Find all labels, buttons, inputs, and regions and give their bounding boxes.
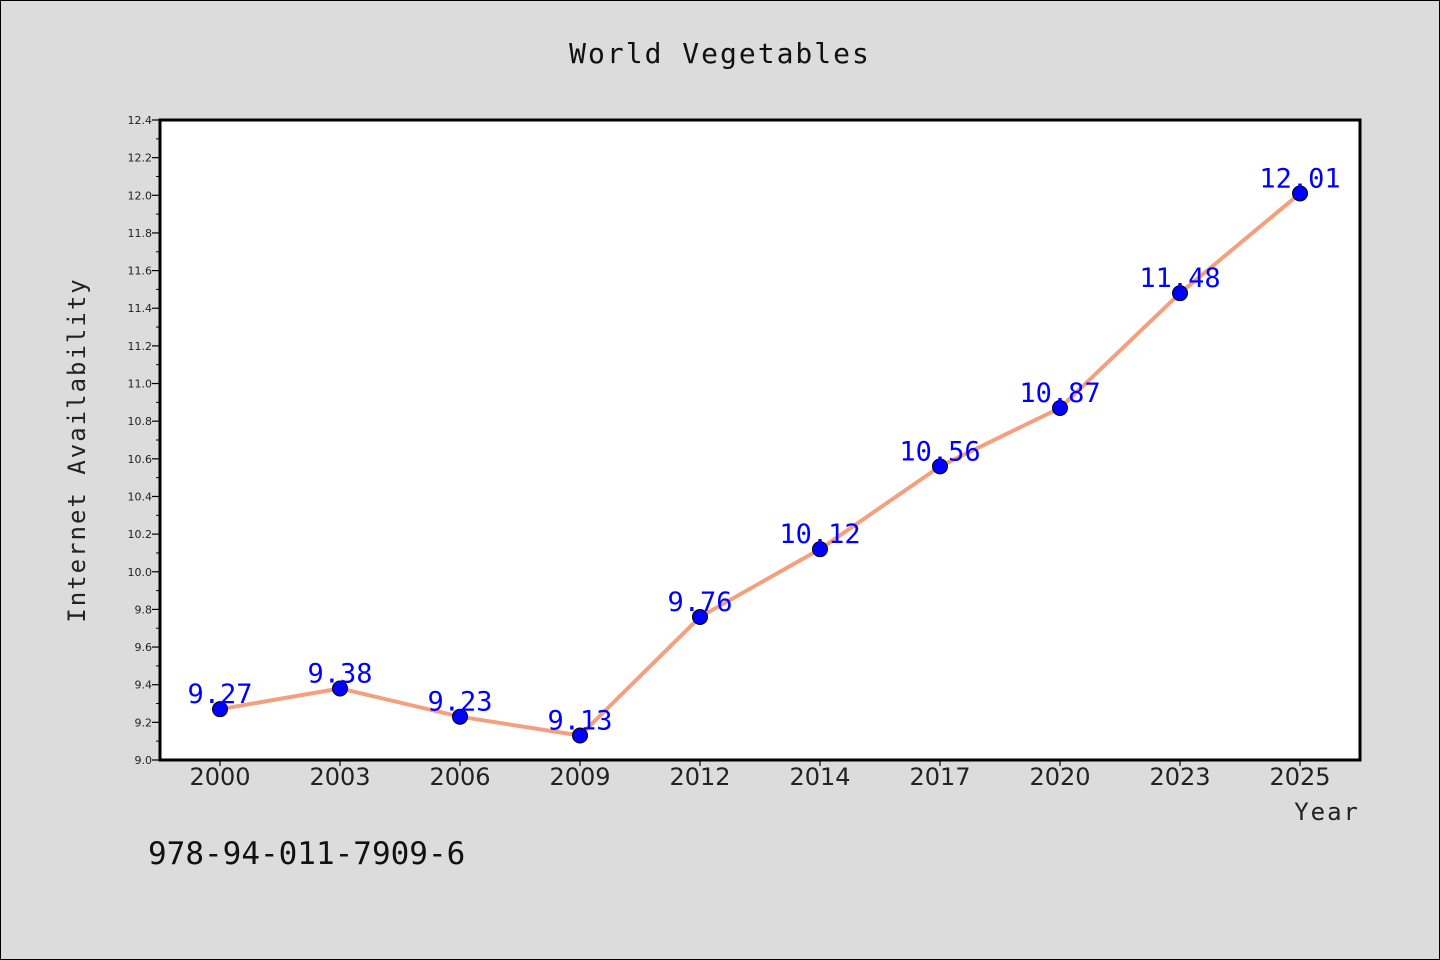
data-point xyxy=(572,727,588,744)
data-label: 9.23 xyxy=(427,687,492,718)
data-label: 9.38 xyxy=(307,658,372,689)
data-label: 10.12 xyxy=(779,519,860,550)
data-point xyxy=(1052,400,1068,416)
x-axis: 2000 2003 2006 2009 2012 2014 2017 2020 2023 2025 xyxy=(189,760,1331,791)
data-point xyxy=(452,708,468,725)
data-label: 12.01 xyxy=(1259,163,1340,194)
chart-title: World Vegetables xyxy=(569,37,871,70)
x-tick-label: 2017 xyxy=(909,763,970,791)
y-axis-title: Internet Availability xyxy=(63,277,91,622)
y-tick-label: 10.6 xyxy=(128,453,153,466)
x-axis-title: Year xyxy=(1294,798,1360,826)
x-tick-label: 2012 xyxy=(669,763,730,791)
data-point xyxy=(932,458,948,475)
y-tick-label: 9.4 xyxy=(135,679,153,692)
x-tick-label: 2009 xyxy=(549,763,610,791)
y-tick-label: 9.2 xyxy=(135,716,153,729)
y-tick-label: 11.2 xyxy=(128,340,153,353)
data-label: 10.56 xyxy=(899,436,980,467)
data-point xyxy=(1172,285,1188,302)
series-line xyxy=(219,191,1302,738)
x-tick-label: 2000 xyxy=(189,763,250,791)
y-tick-label: 9.6 xyxy=(135,641,153,654)
y-tick-label: 11.8 xyxy=(128,227,153,240)
y-tick-label: 12.2 xyxy=(128,152,153,165)
y-tick-label: 10.2 xyxy=(128,528,153,541)
y-tick-label: 10.0 xyxy=(128,566,153,579)
x-tick-label: 2003 xyxy=(309,763,370,791)
data-label: 9.27 xyxy=(187,679,252,710)
y-tick-label: 11.6 xyxy=(128,265,153,278)
data-label: 9.13 xyxy=(547,706,612,737)
x-tick-label: 2006 xyxy=(429,763,490,791)
y-axis: 9.0 9.2 9.4 9.6 9.8 10.0 10.2 10.4 10.6 10.8 11.0 1… xyxy=(128,114,160,767)
y-tick-label: 12.4 xyxy=(128,114,153,127)
data-point xyxy=(1292,185,1308,202)
x-tick-label: 2020 xyxy=(1029,763,1090,791)
x-tick-label: 2014 xyxy=(789,763,850,791)
data-point xyxy=(332,680,348,697)
data-label: 10.87 xyxy=(1019,378,1100,409)
y-tick-label: 11.0 xyxy=(128,378,153,391)
plot-area xyxy=(158,118,1362,762)
data-point xyxy=(212,701,228,718)
data-label: 11.48 xyxy=(1139,263,1220,294)
data-point xyxy=(692,608,708,625)
y-tick-label: 9.8 xyxy=(135,603,153,616)
footer-code: 978-94-011-7909-6 xyxy=(148,836,465,872)
y-tick-label: 12.0 xyxy=(128,189,153,202)
y-tick-label: 10.8 xyxy=(128,415,153,428)
data-point xyxy=(812,541,828,558)
series-layer: 9.27 9.38 9.23 9.13 9.76 10.12 10.56 10.87 11.48… xyxy=(187,163,1341,744)
data-label: 9.76 xyxy=(667,587,732,618)
y-tick-label: 11.4 xyxy=(128,302,153,315)
x-tick-label: 2023 xyxy=(1149,763,1210,791)
y-tick-label: 10.4 xyxy=(128,490,153,503)
y-tick-label: 9.0 xyxy=(135,754,153,767)
x-tick-label: 2025 xyxy=(1269,763,1330,791)
